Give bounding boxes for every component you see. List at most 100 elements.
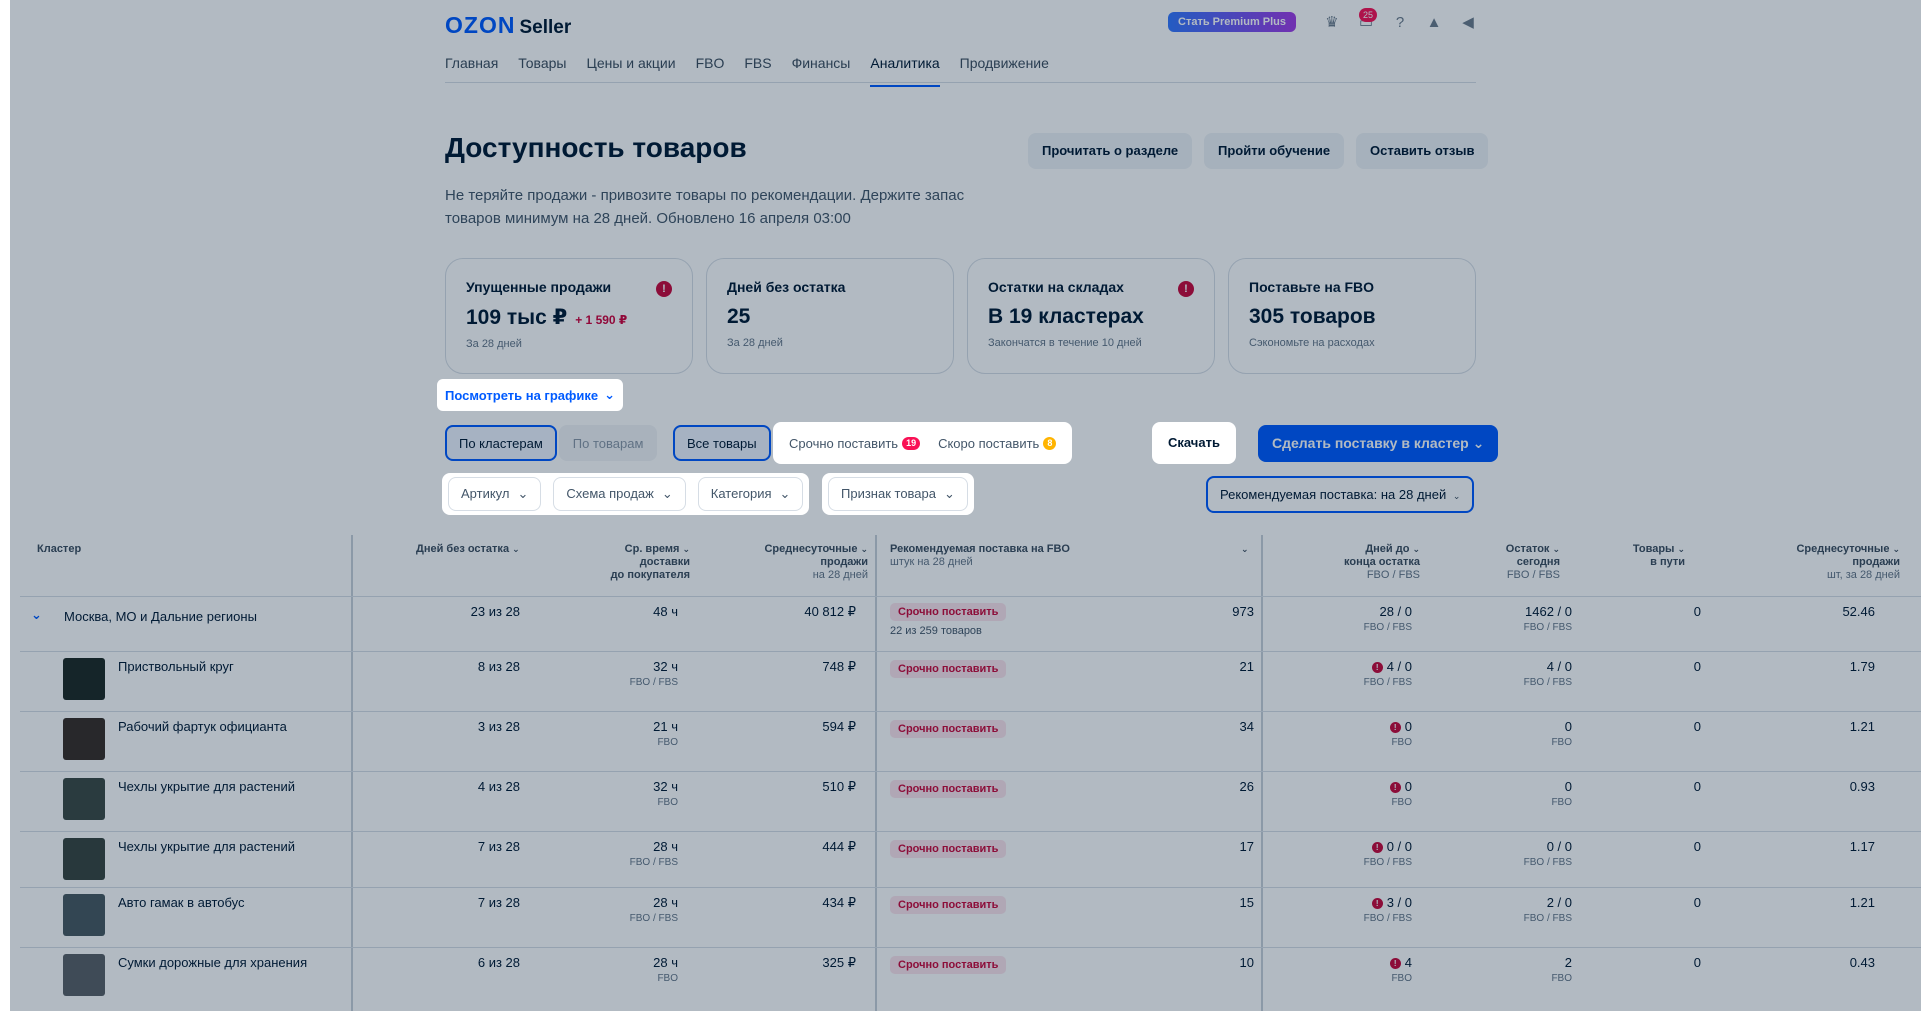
cell-units: 0.93 [1849,779,1875,794]
cell-stock: 2 FBO [1551,955,1572,984]
card-value: 109 тыс ₽ + 1 590 ₽ [466,306,628,329]
th-cluster[interactable]: Кластер [37,543,82,555]
cell-days: 7 из 28 [477,839,520,854]
th-days-without[interactable]: Дней без остатка ⌄ [416,543,520,555]
by-products-tab[interactable]: По товарам [558,425,658,461]
cell-qty: 21 [1239,659,1254,674]
cell-units: 1.21 [1849,719,1875,734]
card-title: Упущенные продажи [466,279,612,295]
card-subtitle: За 28 дней [727,337,783,349]
th-stock-today[interactable]: Остаток ⌄ сегодня FBO / FBS [1505,543,1560,581]
cell-qty: 17 [1239,839,1254,854]
all-products-toggle: Все товары [673,425,771,461]
card-warehouse-stock[interactable]: Остатки на складах В 19 кластерах Законч… [967,258,1215,374]
product-name[interactable]: Сумки дорожные для хранения [118,955,308,970]
nav-divider [445,82,1476,83]
column-divider [1261,535,1263,1011]
cell-stock: 0 FBO [1551,719,1572,748]
th-in-transit[interactable]: Товары ⌄ в пути [1632,543,1685,568]
premium-plus-button[interactable]: Стать Premium Plus [1168,12,1297,32]
nav-prices[interactable]: Цены и акции [586,55,676,71]
crown-icon[interactable]: ♛ [1325,14,1339,31]
th-rec-supply-toggle[interactable]: ⌄ [1238,543,1249,556]
cell-days: 23 из 28 [470,604,520,619]
filter-sales-scheme[interactable]: Схема продаж ⌄ [553,477,686,511]
nav-fbo[interactable]: FBO [695,55,725,71]
product-name[interactable]: Чехлы укрытие для растений [118,839,295,854]
urgent-tag: Срочно поставить [890,660,1007,678]
feedback-button[interactable]: Оставить отзыв [1356,133,1489,169]
cell-units: 1.21 [1849,895,1875,910]
card-title: Остатки на складах [988,279,1124,295]
cell-qty: 15 [1239,895,1254,910]
chevron-down-icon: ⌄ [1241,544,1249,554]
nav-finance[interactable]: Финансы [791,55,851,71]
view-on-chart-button[interactable]: Посмотреть на графике ⌄ [437,379,624,411]
filter-product-attribute[interactable]: Признак товара ⌄ [828,477,968,511]
cell-days-to-end: ! 3 / 0 FBO / FBS [1363,895,1412,924]
cell-delivery: 48 ч [653,604,678,619]
th-avg-sales-units[interactable]: Среднесуточные ⌄ продажи шт, за 28 дней [1796,543,1900,581]
urgent-filter[interactable]: Срочно поставить 19 [783,436,926,451]
cell-days-to-end: ! 4 / 0 FBO / FBS [1363,659,1412,688]
card-lost-sales[interactable]: Упущенные продажи 109 тыс ₽ + 1 590 ₽ За … [445,258,693,374]
product-name[interactable]: Приствольный круг [118,659,234,674]
recommended-supply-select[interactable]: Рекомендуемая поставка: на 28 дней ⌄ [1206,476,1475,513]
nav-promotion[interactable]: Продвижение [959,55,1049,71]
card-value: 25 [727,305,751,328]
warning-icon: ! [656,281,672,297]
cell-transit: 0 [1693,955,1701,970]
ozon-seller-logo[interactable]: OZON Seller [445,12,571,39]
table-row[interactable]: Рабочий фартук официанта 3 из 28 21 ч FBO… [20,711,1921,771]
chevron-down-icon: ⌄ [661,486,673,501]
cell-delivery: 32 ч FBO / FBS [629,659,678,688]
all-products-tab[interactable]: Все товары [673,425,771,461]
table-row[interactable]: Авто гамак в автобус 7 из 28 28 ч FBO / F… [20,887,1921,947]
nav-products[interactable]: Товары [518,55,567,71]
cell-units: 1.79 [1849,659,1875,674]
cell-qty: 26 [1239,779,1254,794]
soon-filter[interactable]: Скоро поставить 8 [932,436,1062,451]
announcements-icon[interactable]: ◀ [1462,14,1474,31]
education-icon[interactable]: ▲ [1426,13,1442,31]
cell-days: 4 из 28 [477,779,520,794]
card-title: Поставьте на FBO [1249,279,1375,295]
nav-fbs[interactable]: FBS [744,55,772,71]
filter-category[interactable]: Категория ⌄ [697,477,804,511]
card-days-without-stock[interactable]: Дней без остатка 25 За 28 дней [706,258,954,374]
product-name[interactable]: Рабочий фартук официанта [118,719,287,734]
th-avg-sales[interactable]: Среднесуточные ⌄ продажи на 28 дней [764,543,868,581]
warning-icon: ! [1371,662,1383,673]
cell-units: 0.43 [1849,955,1875,970]
read-about-button[interactable]: Прочитать о разделе [1028,133,1193,169]
nav-analytics[interactable]: Аналитика [870,55,940,87]
product-thumbnail [63,954,105,996]
cell-transit: 0 [1693,839,1701,854]
table-row[interactable]: Сумки дорожные для хранения 6 из 28 28 ч… [20,947,1921,1011]
collapse-chevron-icon[interactable]: ⌄ [31,607,42,622]
learn-button[interactable]: Пройти обучение [1204,133,1345,169]
download-button[interactable]: Скачать [1152,422,1236,464]
chevron-down-icon: ⌄ [517,486,529,501]
th-delivery[interactable]: Ср. время ⌄ доставки до покупателя [610,543,690,581]
cell-sales: 748 ₽ [822,659,856,674]
filter-article[interactable]: Артикул ⌄ [448,477,542,511]
table-row[interactable]: Приствольный круг 8 из 28 32 ч FBO / FBS … [20,651,1921,711]
nav-main[interactable]: Главная [445,55,499,71]
soon-count-badge: 8 [1043,436,1057,450]
th-rec-supply[interactable]: Рекомендуемая поставка на FBO штук на 28 … [890,543,1070,568]
chat-count-badge: 25 [1359,8,1378,22]
help-icon[interactable]: ? [1395,13,1405,31]
cell-delivery: 28 ч FBO / FBS [629,895,678,924]
th-days-to-end[interactable]: Дней до ⌄ конца остатка FBO / FBS [1343,543,1420,581]
by-clusters-tab[interactable]: По кластерам [445,425,557,461]
product-name[interactable]: Чехлы укрытие для растений [118,779,295,794]
card-supply-fbo[interactable]: Поставьте на FBO 305 товаров Сэкономьте … [1228,258,1476,374]
product-name[interactable]: Авто гамак в автобус [118,895,245,910]
card-subtitle: За 28 дней [466,338,522,350]
make-supply-button[interactable]: Сделать поставку в кластер ⌄ [1258,425,1499,462]
cluster-row[interactable]: ⌄ Москва, МО и Дальние регионы 23 из 28 … [20,596,1921,651]
page-description: Не теряйте продажи - привозите товары по… [445,187,965,227]
